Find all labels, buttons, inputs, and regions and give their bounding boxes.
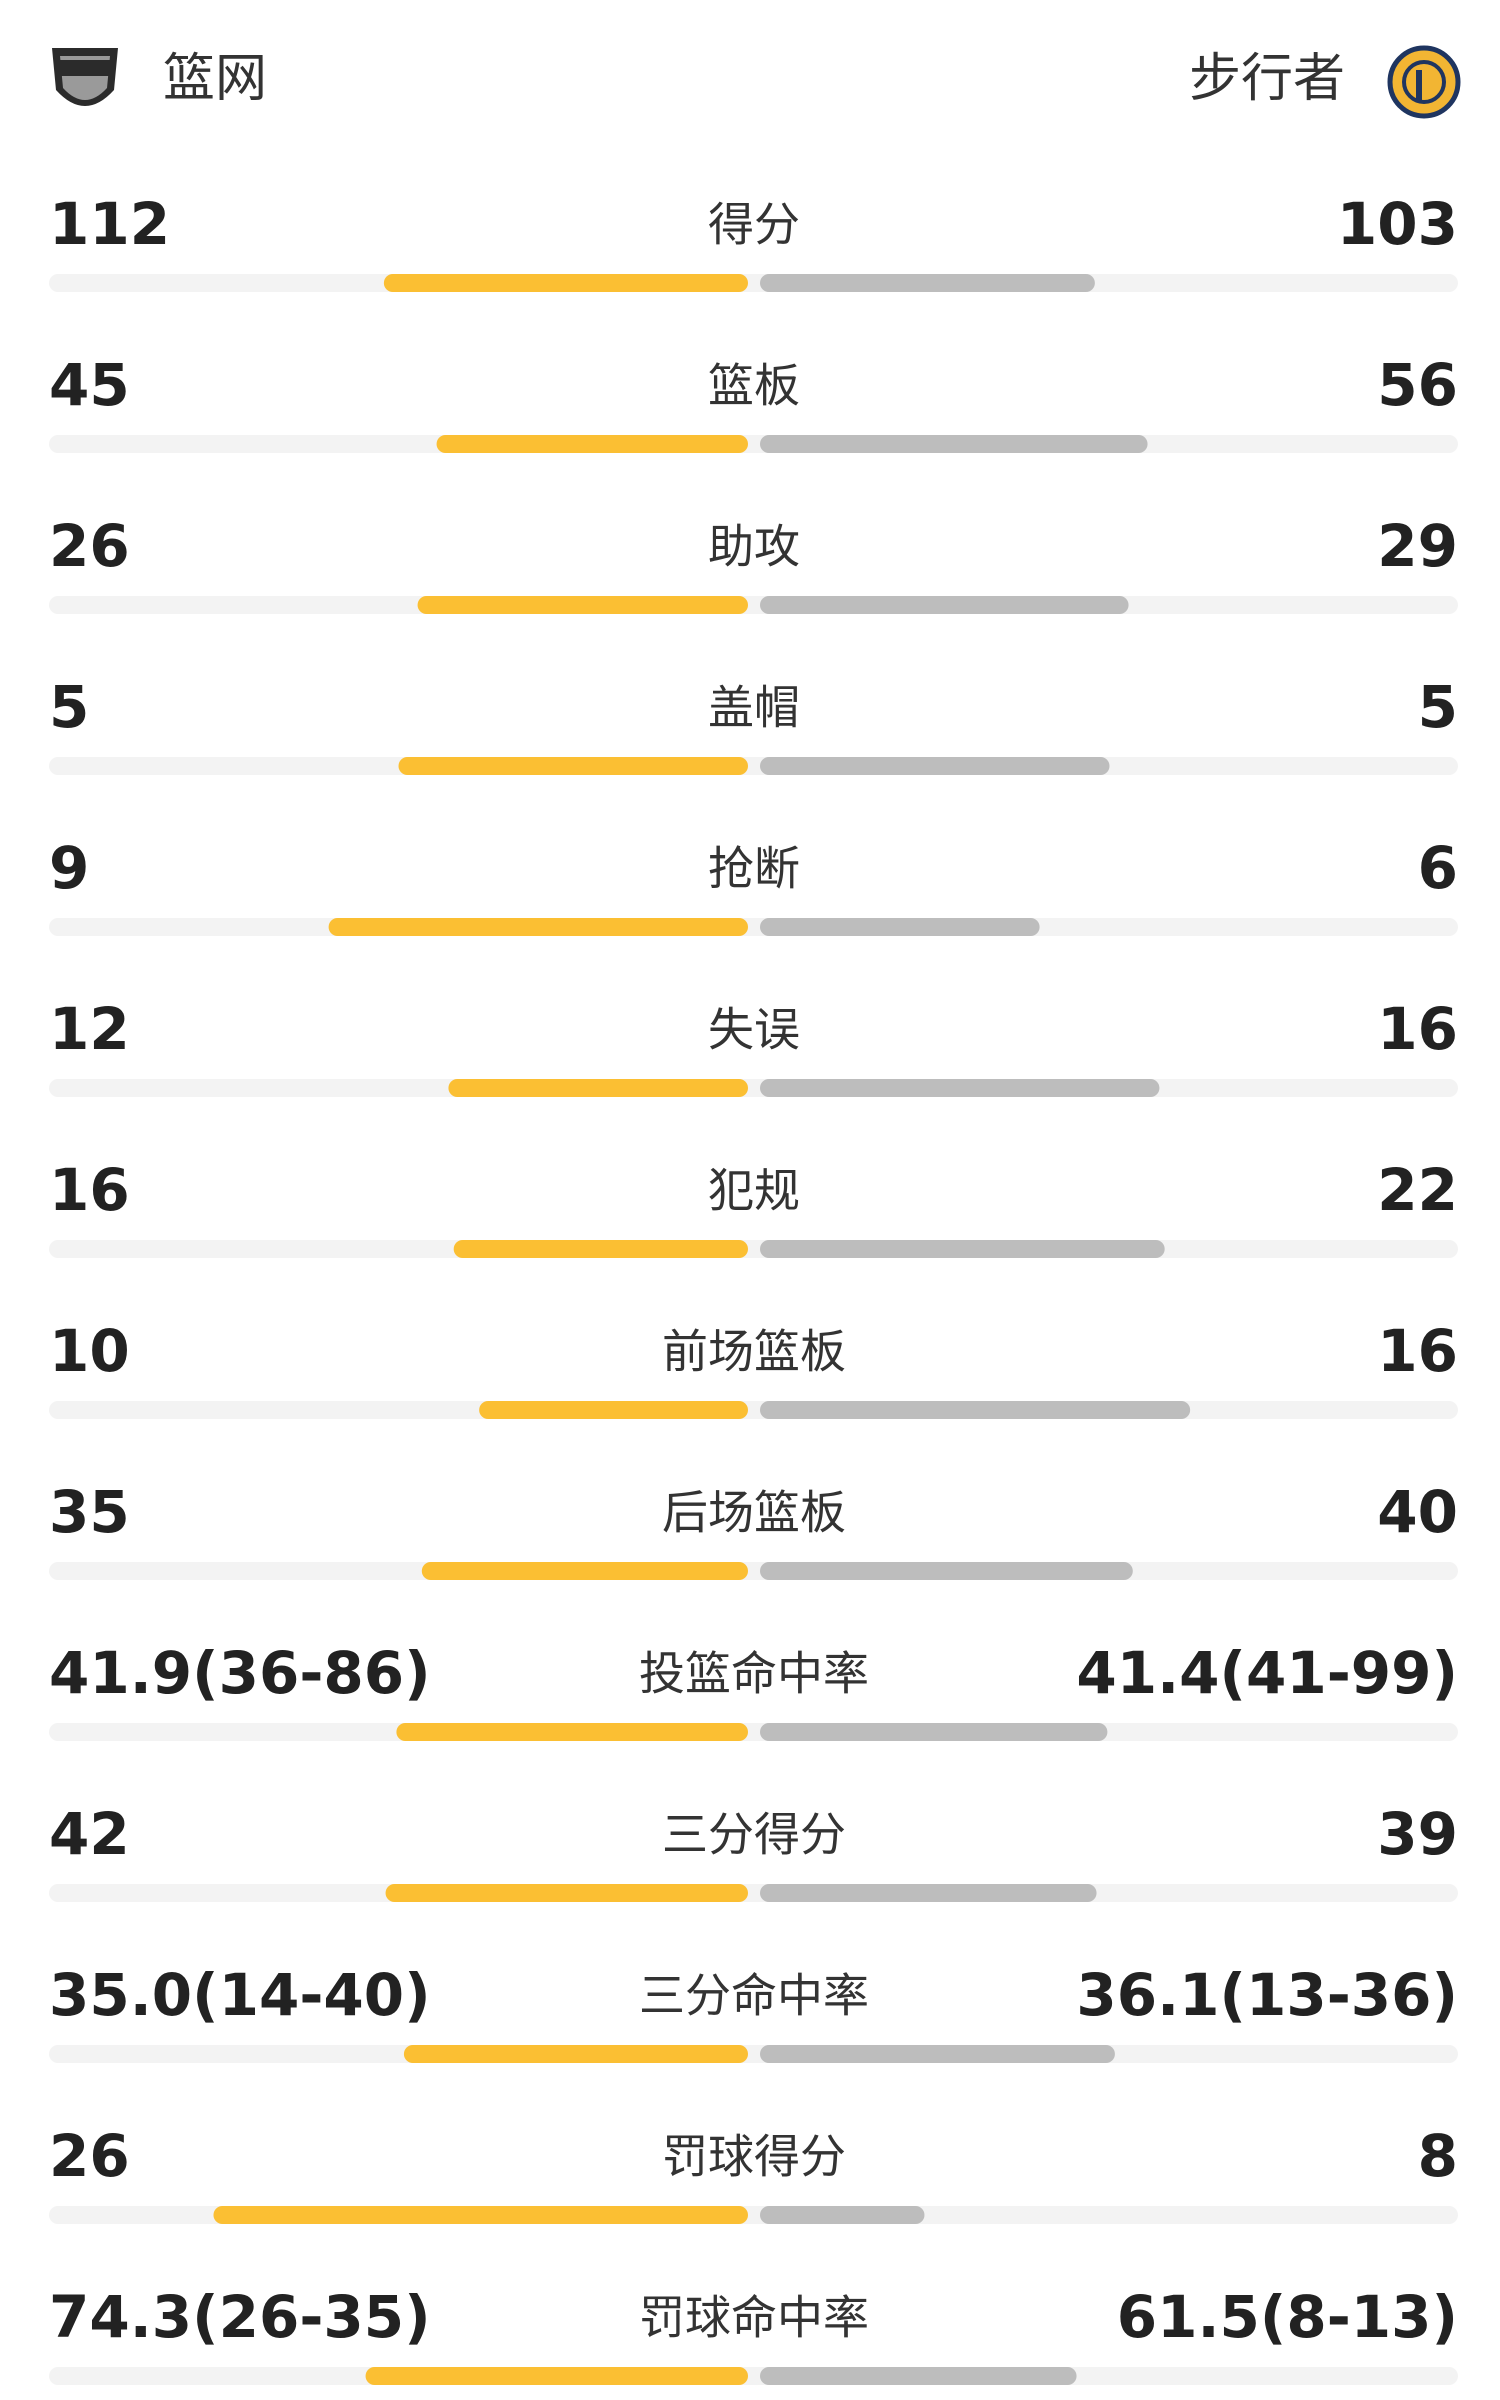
stat-label: 失误 (708, 1003, 800, 1057)
bar-track (49, 596, 1458, 614)
stat-label: 盖帽 (708, 681, 800, 735)
home-value: 26 (49, 2122, 130, 2190)
away-value: 103 (1337, 190, 1458, 258)
home-bar (383, 274, 748, 292)
bar-track (49, 1884, 1458, 1902)
away-bar (760, 435, 1148, 453)
bar-track (49, 757, 1458, 775)
away-value: 29 (1377, 512, 1458, 580)
nets-logo (52, 48, 118, 106)
stat-label: 后场篮板 (662, 1486, 846, 1540)
away-team-name: 步行者 (1189, 49, 1345, 109)
home-bar (365, 2367, 748, 2385)
away-value: 41.4(41-99) (1076, 1639, 1458, 1707)
bar-track (49, 2045, 1458, 2063)
home-bar (398, 757, 748, 775)
home-bar (328, 918, 748, 936)
away-bar (760, 757, 1110, 775)
away-bar (760, 1562, 1133, 1580)
away-value: 40 (1377, 1478, 1458, 1546)
away-bar (760, 1240, 1165, 1258)
home-bar (417, 596, 748, 614)
home-value: 35.0(14-40) (49, 1961, 431, 2029)
home-value: 41.9(36-86) (49, 1639, 431, 1707)
bar-track (49, 2367, 1458, 2385)
stat-label: 得分 (708, 198, 800, 252)
away-bar (760, 1401, 1191, 1419)
away-bar (760, 2367, 1077, 2385)
home-value: 42 (49, 1800, 130, 1868)
home-bar (213, 2206, 748, 2224)
pacers-logo (1387, 45, 1461, 119)
home-value: 12 (49, 995, 130, 1063)
away-bar (760, 274, 1095, 292)
home-value: 35 (49, 1478, 130, 1546)
stat-label: 前场篮板 (662, 1325, 846, 1379)
bar-track (49, 435, 1458, 453)
home-bar (403, 2045, 748, 2063)
bar-track (49, 1079, 1458, 1097)
away-bar (760, 2045, 1115, 2063)
home-bar (448, 1079, 748, 1097)
home-bar (421, 1562, 748, 1580)
away-value: 16 (1377, 1317, 1458, 1385)
home-team-name: 篮网 (163, 49, 267, 109)
home-value: 26 (49, 512, 130, 580)
home-value: 74.3(26-35) (49, 2283, 431, 2351)
stat-label: 抢断 (708, 842, 800, 896)
away-value: 16 (1377, 995, 1458, 1063)
away-bar (760, 2206, 925, 2224)
stat-label: 投篮命中率 (639, 1647, 869, 1701)
home-value: 5 (49, 673, 89, 741)
stat-label: 罚球得分 (662, 2130, 846, 2184)
home-bar (385, 1884, 748, 1902)
away-bar (760, 1723, 1108, 1741)
home-value: 16 (49, 1156, 130, 1224)
away-value: 6 (1418, 834, 1458, 902)
stat-label: 三分得分 (662, 1808, 846, 1862)
away-value: 56 (1377, 351, 1458, 419)
stat-label: 罚球命中率 (639, 2291, 869, 2345)
away-value: 8 (1418, 2122, 1458, 2190)
away-value: 36.1(13-36) (1076, 1961, 1458, 2029)
bar-track (49, 1401, 1458, 1419)
stat-label: 三分命中率 (639, 1969, 869, 2023)
home-bar (453, 1240, 748, 1258)
bar-track (49, 918, 1458, 936)
bar-track (49, 1562, 1458, 1580)
home-value: 112 (49, 190, 170, 258)
stat-label: 篮板 (708, 359, 800, 413)
home-value: 10 (49, 1317, 130, 1385)
home-bar (479, 1401, 748, 1419)
away-bar (760, 918, 1040, 936)
stat-label: 助攻 (708, 520, 800, 574)
stat-label: 犯规 (708, 1164, 800, 1218)
away-bar (760, 1079, 1160, 1097)
home-bar (436, 435, 748, 453)
home-bar (396, 1723, 748, 1741)
away-bar (760, 596, 1129, 614)
away-bar (760, 1884, 1097, 1902)
away-value: 39 (1377, 1800, 1458, 1868)
home-value: 9 (49, 834, 89, 902)
bar-track (49, 1240, 1458, 1258)
bar-track (49, 274, 1458, 292)
away-value: 5 (1418, 673, 1458, 741)
bar-track (49, 1723, 1458, 1741)
away-value: 22 (1377, 1156, 1458, 1224)
home-value: 45 (49, 351, 130, 419)
away-value: 61.5(8-13) (1117, 2283, 1458, 2351)
